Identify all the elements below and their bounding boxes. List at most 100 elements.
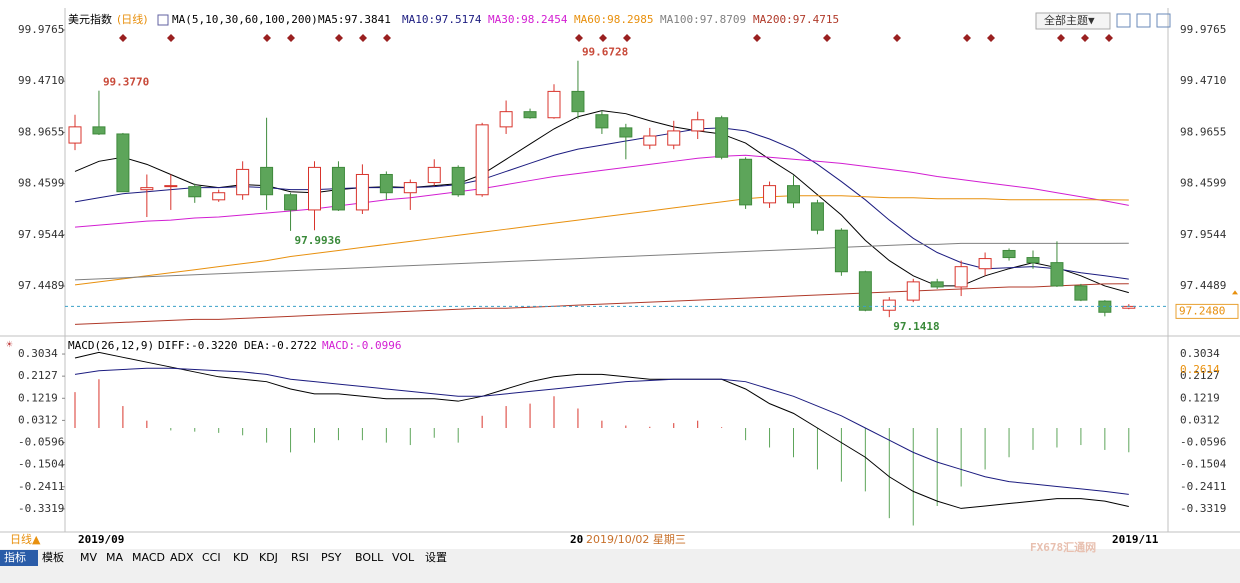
candle-body — [619, 127, 633, 138]
toolbar-tab[interactable]: 设置 — [425, 551, 447, 564]
ma-line — [74, 127, 1129, 280]
legend-entry: DEA:-0.2722 — [244, 339, 317, 352]
candle-body — [427, 166, 441, 184]
toolbar-tab[interactable]: BOLL — [355, 551, 384, 564]
y-tick-label: 0.3034 — [18, 347, 58, 360]
panel-title: 美元指数 — [68, 12, 112, 26]
candle-body — [858, 271, 872, 311]
gear-icon[interactable]: ☀ — [6, 338, 13, 351]
price-annotation: 99.3770 — [103, 76, 149, 89]
y-tick-label-right: 98.9655 — [1180, 125, 1226, 138]
event-marker — [1105, 34, 1113, 42]
macd-line — [74, 351, 1129, 509]
event-marker — [575, 34, 583, 42]
x-label: 2019/11 — [1112, 533, 1159, 546]
legend-entry: MA200:97.4715 — [753, 13, 839, 26]
last-price-arrow — [1232, 290, 1238, 295]
y-tick-label: 0.0312 — [18, 413, 58, 426]
candle-body — [691, 119, 705, 132]
toolbar-tab[interactable]: MACD — [132, 551, 165, 564]
y-tick-label-right: 0.2127 — [1180, 369, 1220, 382]
legend-entry: DIFF:-0.3220 — [158, 339, 237, 352]
event-marker — [1057, 34, 1065, 42]
y-tick-label-right: 0.0312 — [1180, 413, 1220, 426]
ma-line — [74, 154, 1129, 228]
event-marker — [623, 34, 631, 42]
event-marker — [823, 34, 831, 42]
event-marker — [383, 34, 391, 42]
menu-box[interactable] — [1035, 12, 1111, 30]
candle-body — [882, 299, 896, 311]
legend-title: MA(5,10,30,60,100,200) — [172, 13, 318, 26]
x-cursor: 2019/10/02 星期三 — [586, 533, 686, 546]
candle-body — [954, 266, 968, 288]
event-marker — [167, 34, 175, 42]
candle-body — [212, 192, 226, 201]
candle-body — [978, 258, 992, 270]
price-annotation: 97.1418 — [893, 320, 939, 333]
candle-body — [763, 185, 777, 204]
y-tick-label: 98.4599 — [18, 177, 64, 190]
toolbar-tab[interactable]: VOL — [392, 551, 415, 564]
y-tick-label: -0.3319 — [18, 502, 64, 515]
macd-line — [74, 367, 1129, 495]
toolbar-tab[interactable]: MV — [80, 551, 97, 564]
toolbar-tab[interactable]: CCI — [202, 551, 221, 564]
right-label: 0.2614 — [1180, 363, 1220, 376]
toolbar-tab[interactable]: KD — [233, 551, 249, 564]
legend-entry: MA5:97.3841 — [318, 13, 391, 26]
toolbar-tab[interactable]: 模板 — [42, 550, 64, 564]
y-tick-label-right: -0.3319 — [1180, 502, 1226, 515]
period[interactable]: 日线▲ — [10, 532, 41, 546]
candle-body — [164, 185, 178, 188]
event-marker — [287, 34, 295, 42]
candle-body — [451, 166, 465, 196]
candle-body — [787, 185, 800, 204]
y-tick-label: 0.1219 — [18, 391, 58, 404]
toolbar-tab[interactable]: 指标 — [4, 550, 26, 564]
ma-icon — [157, 14, 169, 26]
y-tick-label: 0.2127 — [18, 369, 58, 382]
toolbar-tab[interactable]: ADX — [170, 551, 194, 564]
candle-body — [930, 281, 944, 288]
x-label: 20 — [570, 533, 583, 546]
event-marker — [963, 34, 971, 42]
candle-body — [331, 166, 345, 211]
y-tick-label-right: 98.4599 — [1180, 177, 1226, 190]
toolbar-tab[interactable]: KDJ — [259, 551, 278, 564]
candle-body — [355, 173, 369, 211]
toolbar-tab[interactable]: RSI — [291, 551, 309, 564]
tab-active — [0, 550, 38, 566]
price-annotation: 99.6728 — [582, 46, 628, 59]
toolbar-tab[interactable]: PSY — [321, 551, 342, 564]
candle-body — [260, 166, 274, 196]
candle-body — [715, 117, 729, 158]
ma-line — [74, 242, 1129, 281]
y-tick-label: 99.4710 — [18, 74, 64, 87]
candle-body — [92, 126, 106, 135]
event-marker — [987, 34, 995, 42]
candle-body — [308, 166, 321, 211]
candle-body — [1074, 285, 1088, 301]
y-tick-label: 98.9655 — [18, 125, 64, 138]
legend-entry: MA30:98.2454 — [488, 13, 568, 26]
candle-body — [1002, 249, 1016, 259]
candle-body — [643, 135, 657, 146]
menu[interactable]: 全部主题▼ — [1044, 13, 1095, 27]
x-label: 2019/09 — [78, 533, 124, 546]
ma-line — [74, 195, 1129, 286]
toolbar-tab[interactable]: MA — [106, 551, 123, 564]
ma-line — [74, 283, 1129, 325]
candle-body — [810, 202, 824, 231]
candle-body — [667, 130, 681, 146]
candle-body — [571, 90, 585, 113]
y-tick-label-right: 99.4710 — [1180, 74, 1226, 87]
y-tick-label: 97.9544 — [18, 228, 65, 241]
candle-body — [379, 173, 393, 194]
event-marker — [263, 34, 271, 42]
y-tick-label-right: 97.9544 — [1180, 228, 1227, 241]
y-tick-label-right: -0.2411 — [1180, 480, 1226, 493]
y-tick-label: -0.2411 — [18, 480, 64, 493]
